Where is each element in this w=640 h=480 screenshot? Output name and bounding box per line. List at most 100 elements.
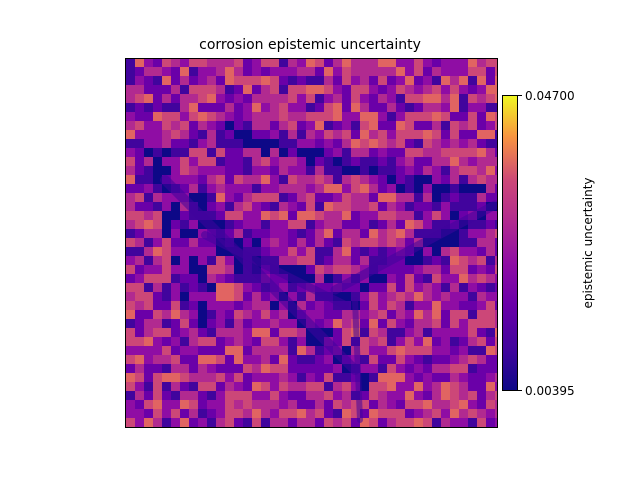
heatmap-cell bbox=[423, 175, 433, 185]
heatmap-cell bbox=[333, 373, 343, 383]
heatmap-cell bbox=[270, 274, 280, 284]
heatmap-cell bbox=[288, 139, 298, 149]
heatmap-cell bbox=[495, 94, 497, 104]
heatmap-cell bbox=[486, 328, 496, 338]
heatmap-cell bbox=[432, 175, 442, 185]
heatmap-cell bbox=[153, 148, 163, 158]
heatmap-cell bbox=[315, 94, 325, 104]
heatmap-cell bbox=[135, 382, 145, 392]
heatmap-cell bbox=[450, 238, 460, 248]
heatmap-cell bbox=[162, 391, 172, 401]
heatmap-cell bbox=[414, 112, 424, 122]
heatmap-cell bbox=[144, 157, 154, 167]
heatmap-cell bbox=[306, 211, 316, 221]
heatmap-cell bbox=[288, 148, 298, 158]
heatmap-cell bbox=[405, 265, 415, 275]
heatmap-cell bbox=[162, 58, 172, 68]
heatmap-cell bbox=[216, 112, 226, 122]
heatmap-cell bbox=[126, 112, 136, 122]
heatmap-cell bbox=[495, 238, 497, 248]
heatmap-cell bbox=[477, 256, 487, 266]
heatmap-cell bbox=[162, 409, 172, 419]
heatmap-cell bbox=[360, 211, 370, 221]
heatmap-cell bbox=[207, 139, 217, 149]
heatmap-cell bbox=[189, 166, 199, 176]
heatmap-cell bbox=[243, 130, 253, 140]
heatmap-cell bbox=[252, 175, 262, 185]
heatmap-cell bbox=[189, 85, 199, 95]
heatmap-cell bbox=[405, 130, 415, 140]
heatmap-cell bbox=[459, 238, 469, 248]
heatmap-cell bbox=[495, 220, 497, 230]
heatmap-cell bbox=[171, 103, 181, 113]
heatmap-cell bbox=[351, 211, 361, 221]
heatmap-cell bbox=[315, 139, 325, 149]
heatmap-cell bbox=[351, 148, 361, 158]
heatmap-cell bbox=[288, 166, 298, 176]
heatmap-cell bbox=[162, 67, 172, 77]
heatmap-cell bbox=[414, 103, 424, 113]
heatmap-cell bbox=[396, 283, 406, 293]
heatmap-cell bbox=[135, 319, 145, 329]
heatmap-cell bbox=[450, 364, 460, 374]
heatmap-cell bbox=[180, 85, 190, 95]
heatmap-cell bbox=[351, 400, 361, 410]
heatmap-cell bbox=[423, 355, 433, 365]
heatmap-cell bbox=[315, 319, 325, 329]
heatmap-cell bbox=[369, 256, 379, 266]
heatmap-cell bbox=[270, 220, 280, 230]
heatmap-cell bbox=[216, 346, 226, 356]
heatmap-cell bbox=[171, 346, 181, 356]
heatmap-cell bbox=[495, 112, 497, 122]
heatmap-cell bbox=[153, 175, 163, 185]
heatmap-cell bbox=[477, 310, 487, 320]
heatmap-cell bbox=[360, 247, 370, 257]
heatmap-cell bbox=[450, 103, 460, 113]
heatmap-cell bbox=[315, 418, 325, 427]
heatmap-cell bbox=[270, 382, 280, 392]
heatmap-cell bbox=[126, 409, 136, 419]
heatmap-cell bbox=[297, 418, 307, 427]
heatmap-cell bbox=[207, 103, 217, 113]
heatmap-cell bbox=[342, 85, 352, 95]
heatmap-cell bbox=[270, 157, 280, 167]
heatmap-cell bbox=[423, 76, 433, 86]
heatmap-cell bbox=[450, 121, 460, 131]
heatmap-cell bbox=[396, 337, 406, 347]
heatmap-cell bbox=[360, 337, 370, 347]
heatmap-cell bbox=[468, 193, 478, 203]
heatmap-cell bbox=[144, 220, 154, 230]
heatmap-cell bbox=[378, 301, 388, 311]
heatmap-cell bbox=[432, 256, 442, 266]
heatmap-cell bbox=[432, 373, 442, 383]
heatmap-cell bbox=[486, 130, 496, 140]
heatmap-cell bbox=[288, 211, 298, 221]
heatmap-cell bbox=[225, 58, 235, 68]
heatmap-cell bbox=[279, 400, 289, 410]
heatmap-cell bbox=[333, 193, 343, 203]
heatmap-cell bbox=[252, 238, 262, 248]
heatmap-cell bbox=[477, 76, 487, 86]
heatmap-cell bbox=[279, 94, 289, 104]
heatmap-cell bbox=[180, 391, 190, 401]
heatmap-cell bbox=[387, 274, 397, 284]
heatmap-cell bbox=[207, 256, 217, 266]
heatmap-cell bbox=[315, 157, 325, 167]
heatmap-cell bbox=[333, 85, 343, 95]
heatmap-cell bbox=[126, 193, 136, 203]
heatmap-cell bbox=[369, 103, 379, 113]
heatmap-cell bbox=[342, 157, 352, 167]
heatmap-cell bbox=[288, 130, 298, 140]
heatmap-cell bbox=[243, 328, 253, 338]
heatmap-cell bbox=[180, 337, 190, 347]
heatmap-cell bbox=[423, 157, 433, 167]
heatmap-cell bbox=[450, 112, 460, 122]
heatmap-cell bbox=[369, 58, 379, 68]
heatmap-cell bbox=[405, 328, 415, 338]
heatmap-cell bbox=[495, 166, 497, 176]
heatmap-cell bbox=[306, 400, 316, 410]
heatmap-cell bbox=[450, 301, 460, 311]
heatmap-cell bbox=[189, 112, 199, 122]
heatmap-cell bbox=[387, 409, 397, 419]
heatmap-cell bbox=[450, 382, 460, 392]
